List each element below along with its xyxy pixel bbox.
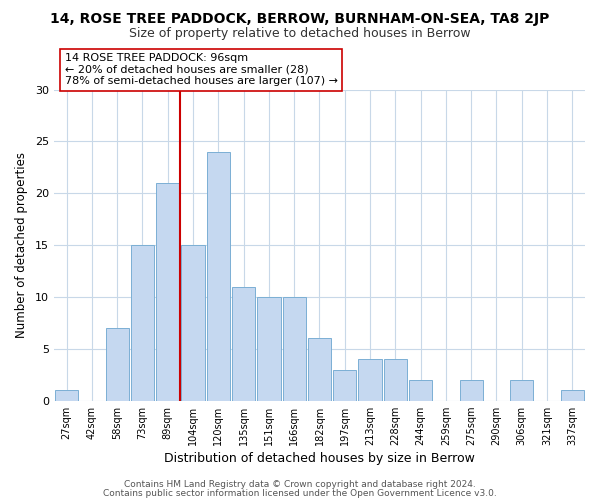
Bar — [181, 245, 205, 400]
Y-axis label: Number of detached properties: Number of detached properties — [15, 152, 28, 338]
Bar — [283, 297, 306, 401]
Bar — [333, 370, 356, 400]
Bar — [409, 380, 432, 400]
Text: Contains public sector information licensed under the Open Government Licence v3: Contains public sector information licen… — [103, 488, 497, 498]
X-axis label: Distribution of detached houses by size in Berrow: Distribution of detached houses by size … — [164, 452, 475, 465]
Text: 14 ROSE TREE PADDOCK: 96sqm
← 20% of detached houses are smaller (28)
78% of sem: 14 ROSE TREE PADDOCK: 96sqm ← 20% of det… — [65, 53, 338, 86]
Bar — [460, 380, 483, 400]
Bar — [510, 380, 533, 400]
Bar — [106, 328, 129, 400]
Bar — [561, 390, 584, 400]
Bar — [383, 359, 407, 401]
Bar — [156, 183, 179, 400]
Bar — [358, 359, 382, 401]
Bar — [131, 245, 154, 400]
Bar — [308, 338, 331, 400]
Text: Size of property relative to detached houses in Berrow: Size of property relative to detached ho… — [129, 28, 471, 40]
Bar — [206, 152, 230, 400]
Text: 14, ROSE TREE PADDOCK, BERROW, BURNHAM-ON-SEA, TA8 2JP: 14, ROSE TREE PADDOCK, BERROW, BURNHAM-O… — [50, 12, 550, 26]
Bar — [257, 297, 281, 401]
Text: Contains HM Land Registry data © Crown copyright and database right 2024.: Contains HM Land Registry data © Crown c… — [124, 480, 476, 489]
Bar — [55, 390, 78, 400]
Bar — [232, 286, 255, 401]
